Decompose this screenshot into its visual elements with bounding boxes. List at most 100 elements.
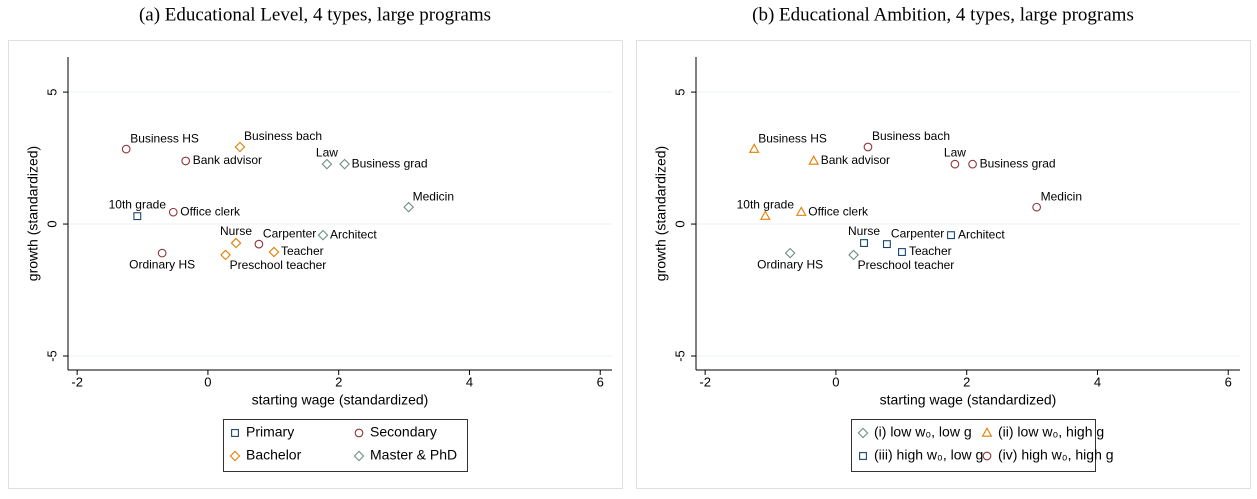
marker — [321, 158, 333, 170]
marker — [860, 239, 868, 248]
marker — [168, 207, 178, 217]
point-label: Nurse — [848, 224, 880, 238]
point-label: Medicin — [1041, 189, 1082, 203]
point-label: Law — [944, 145, 966, 159]
point-label: Business grad — [352, 156, 428, 170]
x-tick-label: 0 — [832, 374, 839, 389]
point-label: Office clerk — [808, 204, 869, 218]
y-tick-label: 0 — [44, 220, 59, 227]
y-axis-label: growth (standardized) — [653, 146, 669, 281]
point-label: Architect — [958, 227, 1005, 241]
point-label: 10th grade — [737, 197, 795, 211]
legend-label: Master & PhD — [370, 447, 457, 463]
legend-label: (i) low w₀, low g — [874, 424, 972, 440]
point-label: Business HS — [130, 131, 199, 145]
legend-marker — [354, 428, 364, 438]
legend-box — [223, 419, 468, 472]
point-label: Carpenter — [263, 226, 316, 240]
point-label: Business bach — [872, 129, 950, 143]
legend-marker — [981, 427, 993, 437]
x-tick-label: 4 — [1094, 374, 1101, 389]
point-label: Bank advisor — [821, 153, 890, 167]
marker — [133, 212, 142, 221]
point-label: Architect — [330, 227, 377, 241]
x-axis-label: starting wage (standardized) — [880, 392, 1057, 408]
x-tick-label: 2 — [963, 374, 970, 389]
marker — [950, 159, 960, 169]
marker — [121, 144, 131, 154]
panel: (b) Educational Ambition, 4 types, large… — [636, 4, 1251, 489]
x-tick-label: 0 — [204, 374, 211, 389]
point-label: Carpenter — [891, 226, 944, 240]
panel-frame — [636, 40, 1251, 489]
y-axis-label: growth (standardized) — [25, 146, 41, 281]
legend-label: (ii) low w₀, high g — [998, 424, 1104, 440]
panel: (a) Educational Level, 4 types, large pr… — [8, 4, 623, 489]
x-tick-label: -2 — [71, 374, 83, 389]
x-axis-label: starting wage (standardized) — [252, 392, 429, 408]
y-tick-label: -5 — [672, 350, 687, 362]
x-tick-label: 6 — [597, 374, 604, 389]
marker — [234, 141, 246, 153]
point-label: 10th grade — [109, 197, 167, 211]
legend-marker — [229, 450, 241, 462]
legend-marker — [857, 427, 869, 439]
legend-marker — [859, 452, 867, 460]
marker — [1032, 202, 1042, 212]
marker — [220, 249, 231, 261]
point-label: Medicin — [413, 189, 454, 203]
legend-label: Primary — [246, 424, 294, 440]
marker — [230, 237, 242, 249]
point-label: Business HS — [758, 131, 827, 145]
legend-marker — [231, 429, 239, 437]
marker — [317, 229, 329, 241]
marker — [808, 155, 820, 165]
marker — [181, 156, 191, 166]
point-label: Preschool teacher — [230, 258, 327, 272]
marker — [748, 143, 760, 153]
point-label: Business grad — [980, 156, 1056, 170]
marker — [863, 142, 873, 152]
point-label: Bank advisor — [193, 153, 262, 167]
y-tick-label: 0 — [672, 220, 687, 227]
marker — [795, 206, 807, 216]
x-tick-label: 4 — [466, 374, 473, 389]
point-label: Ordinary HS — [757, 257, 823, 271]
point-label: Teacher — [281, 244, 324, 258]
marker — [254, 239, 264, 249]
marker — [157, 248, 167, 258]
legend-label: Bachelor — [246, 447, 302, 463]
point-label: Law — [316, 145, 338, 159]
y-tick-label: 5 — [44, 88, 59, 95]
marker — [947, 231, 955, 240]
marker — [882, 240, 891, 249]
legend-marker — [353, 450, 365, 462]
marker — [784, 247, 796, 259]
marker — [759, 210, 771, 220]
legend-label: Secondary — [370, 424, 437, 440]
panel-title: (b) Educational Ambition, 4 types, large… — [752, 4, 1134, 25]
point-label: Nurse — [220, 224, 252, 238]
x-tick-label: 6 — [1225, 374, 1232, 389]
y-tick-label: -5 — [44, 350, 59, 362]
marker — [403, 201, 415, 213]
x-tick-label: 2 — [335, 374, 342, 389]
point-label: Teacher — [909, 244, 952, 258]
marker — [968, 159, 977, 169]
point-label: Preschool teacher — [858, 258, 955, 272]
marker — [898, 248, 906, 256]
marker — [848, 249, 859, 261]
legend-box — [851, 419, 1096, 472]
x-tick-label: -2 — [699, 374, 711, 389]
legend-label: (iii) high w₀, low g — [874, 447, 983, 463]
panel-title: (a) Educational Level, 4 types, large pr… — [139, 4, 491, 25]
legend-label: (iv) high w₀, high g — [998, 447, 1114, 463]
y-tick-label: 5 — [672, 88, 687, 95]
marker — [268, 246, 280, 258]
panel-frame — [8, 40, 623, 489]
legend-marker — [982, 451, 992, 461]
point-label: Business bach — [244, 129, 322, 143]
point-label: Ordinary HS — [129, 257, 195, 271]
